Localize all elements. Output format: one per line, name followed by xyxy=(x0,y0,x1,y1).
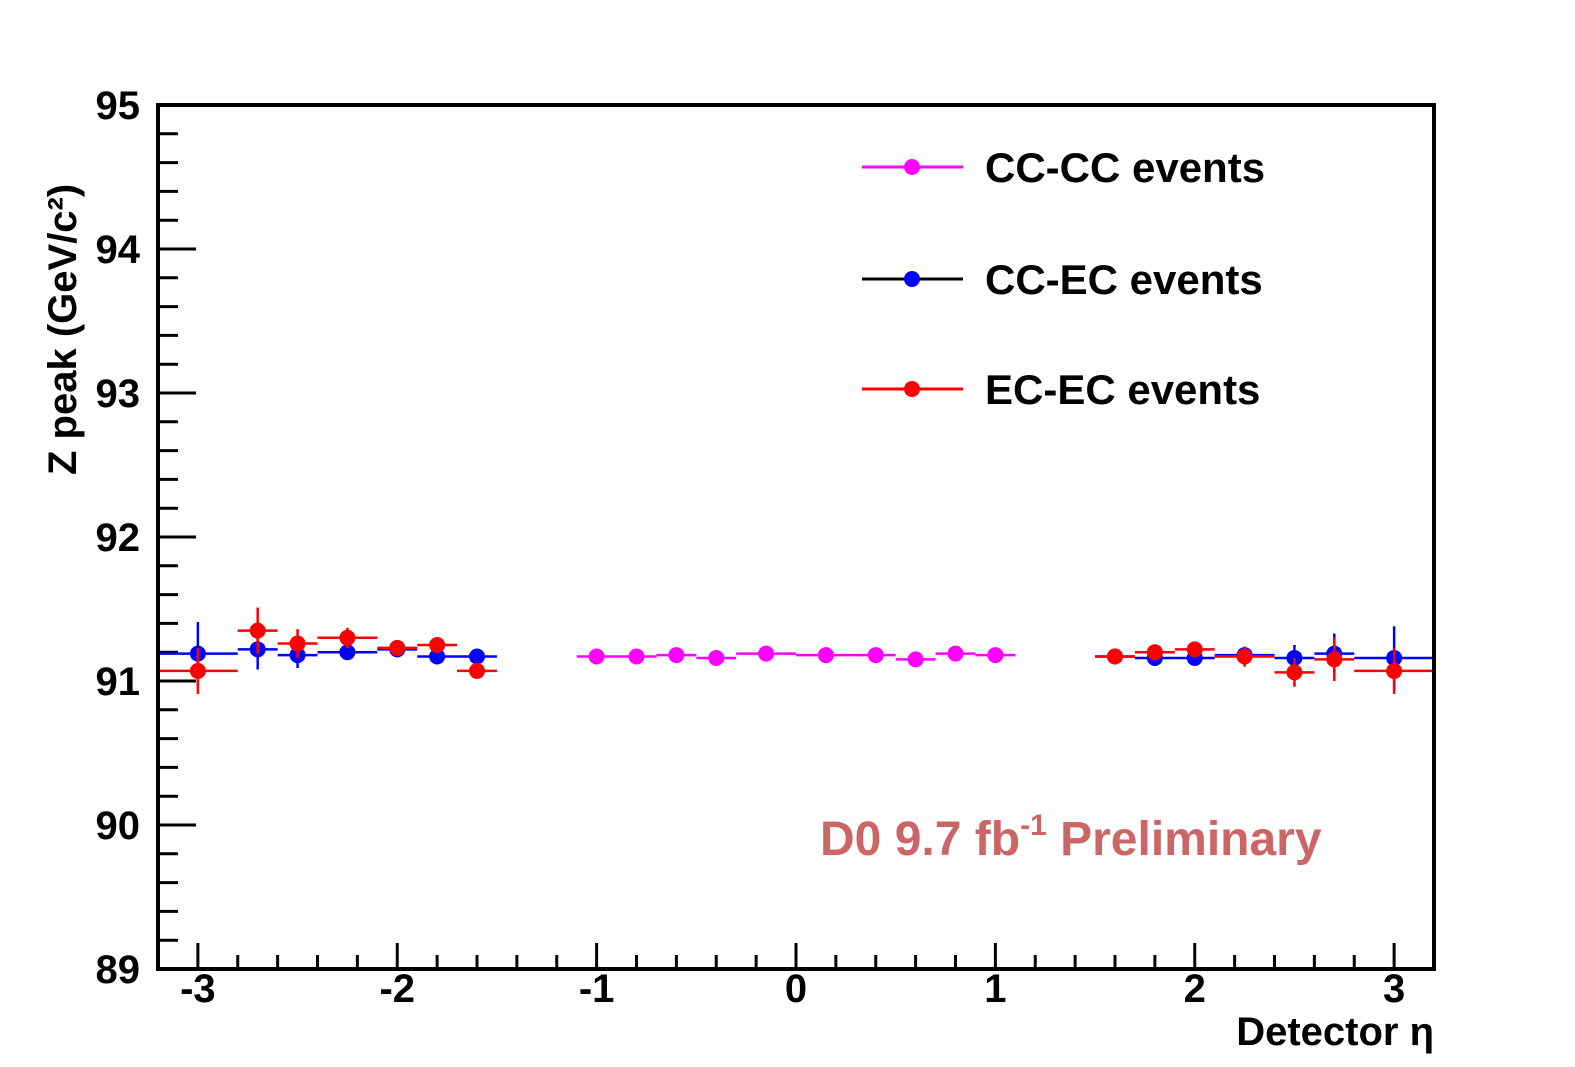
legend-label: CC-EC events xyxy=(985,256,1263,303)
data-point xyxy=(758,645,775,662)
data-point xyxy=(1236,648,1253,665)
data-point xyxy=(668,647,685,664)
data-point xyxy=(469,662,485,679)
axis-tick-labels: -3 -2 -1 0 1 2 3 89 90 91 92 93 94 95 xyxy=(96,84,1406,1011)
y-tick-label: 93 xyxy=(96,372,141,416)
series-group xyxy=(158,607,1434,694)
axis-ticks xyxy=(156,103,1436,971)
y-tick-label: 92 xyxy=(96,516,141,560)
data-point xyxy=(708,649,725,666)
legend-marker xyxy=(904,159,920,175)
x-tick-label: 2 xyxy=(1184,967,1206,1011)
data-point xyxy=(339,629,356,646)
y-tick-label: 95 xyxy=(96,84,141,128)
data-point xyxy=(469,648,485,665)
preliminary-annotation: D0 9.7 fb-1 Preliminary xyxy=(820,809,1322,866)
x-tick-label: 0 xyxy=(785,967,807,1011)
y-tick-label: 94 xyxy=(96,228,141,272)
x-tick-label: 3 xyxy=(1383,967,1405,1011)
data-point xyxy=(429,637,446,653)
x-tick-label: -1 xyxy=(579,967,615,1011)
y-axis-title: Z peak (GeV/c²) xyxy=(41,184,85,475)
data-point xyxy=(429,648,446,665)
data-point xyxy=(389,639,406,656)
data-point xyxy=(907,651,924,668)
data-point xyxy=(189,662,206,679)
data-point xyxy=(339,644,356,661)
legend-marker xyxy=(904,381,920,397)
data-point xyxy=(1326,651,1343,668)
data-point xyxy=(1286,664,1303,681)
x-tick-label: -3 xyxy=(180,967,216,1011)
annotation-superscript: -1 xyxy=(1020,809,1047,842)
data-point xyxy=(947,645,964,662)
x-tick-label: -2 xyxy=(379,967,415,1011)
y-tick-label: 89 xyxy=(96,948,141,992)
annotation-rest: Preliminary xyxy=(1047,813,1322,866)
data-point xyxy=(588,648,605,665)
legend-marker xyxy=(904,271,920,287)
legend: CC-CC events CC-EC events EC-EC events xyxy=(862,144,1265,413)
plot-series xyxy=(158,607,1434,694)
y-tick-label: 90 xyxy=(96,804,141,848)
legend-label: CC-CC events xyxy=(985,144,1265,191)
y-tick-label: 91 xyxy=(96,660,141,704)
data-point xyxy=(1107,648,1123,665)
data-point xyxy=(249,622,266,639)
data-point xyxy=(817,647,834,664)
legend-label: EC-EC events xyxy=(985,366,1260,413)
x-tick-label: 1 xyxy=(984,967,1006,1011)
data-point xyxy=(987,647,1004,664)
x-axis-title: Detector η xyxy=(1236,1010,1434,1054)
data-point xyxy=(628,648,645,665)
series-group xyxy=(576,645,1016,668)
data-point xyxy=(867,647,884,664)
data-point xyxy=(289,635,306,652)
data-point xyxy=(1186,641,1203,658)
data-point xyxy=(1146,644,1163,661)
data-point xyxy=(1386,662,1403,679)
annotation-main: D0 9.7 fb xyxy=(820,813,1020,866)
plot-frame xyxy=(156,103,1436,971)
